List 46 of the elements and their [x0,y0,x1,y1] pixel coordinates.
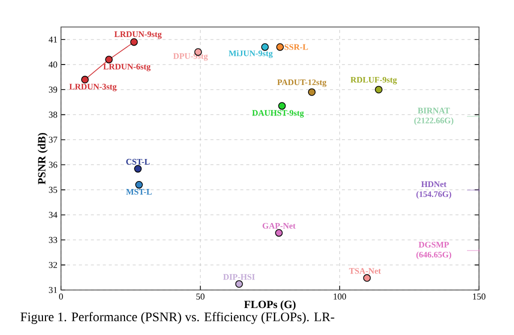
y-tick-label: 35 [48,186,58,193]
point [374,86,382,94]
y-tick-label: 38 [48,112,58,118]
y-tick-label: 39 [48,86,58,93]
series-label: SSR-L [284,44,308,50]
annotation: DGSMP (646.65G) [416,242,452,260]
y-tick-label: 37 [48,136,58,143]
series-label: TSA-Net [349,268,381,274]
series-label: MST-L [126,188,152,195]
series-label: MiJUN-9stg [228,50,273,58]
data-label: LRDUN-3stg [69,84,117,92]
series-label: DIP-HSI [223,274,255,280]
x-tick-label: 0 [59,294,63,300]
annotation: BIRNAT (2122.66G) [414,108,454,126]
series-label: PADUT-12stg [277,79,326,87]
y-tick-label: 36 [48,162,58,168]
series-label: CST-L [126,158,150,165]
x-tick-label: 100 [334,294,346,300]
data-label: LRDUN-9stg [114,31,162,39]
point [363,274,371,282]
point [278,102,286,110]
x-tick-label: 150 [473,294,486,300]
x-tick-label: 50 [196,294,204,300]
point [81,76,89,84]
y-axis-title: PSNR (dB) [38,132,48,184]
point [135,181,143,189]
series-label: RDLUF-9stg [350,76,397,84]
y-tick-label: 34 [48,212,58,218]
data-label: LRDUN-6stg [103,64,151,72]
annotation: HDNet (154.76G) [416,181,452,199]
y-tick-label: 40 [48,62,58,68]
y-tick-label: 31 [48,286,57,294]
x-axis-title: FLOPs (G) [244,300,296,310]
y-tick-label: 41 [48,36,57,42]
point [276,43,284,51]
series-label: DAUHST-9stg [252,110,304,118]
point [308,88,316,96]
caption: Figure 1. Performance (PSNR) vs. Efficiency (FLOPs). LR- [20,312,334,324]
point [105,56,113,64]
y-tick-label: 32 [48,262,57,268]
point [235,280,243,288]
series-label: DPU-9stg [173,53,208,61]
point [275,229,283,237]
point [134,164,142,173]
series-label: GAP-Net [262,223,296,229]
y-tick-label: 33 [48,236,58,243]
